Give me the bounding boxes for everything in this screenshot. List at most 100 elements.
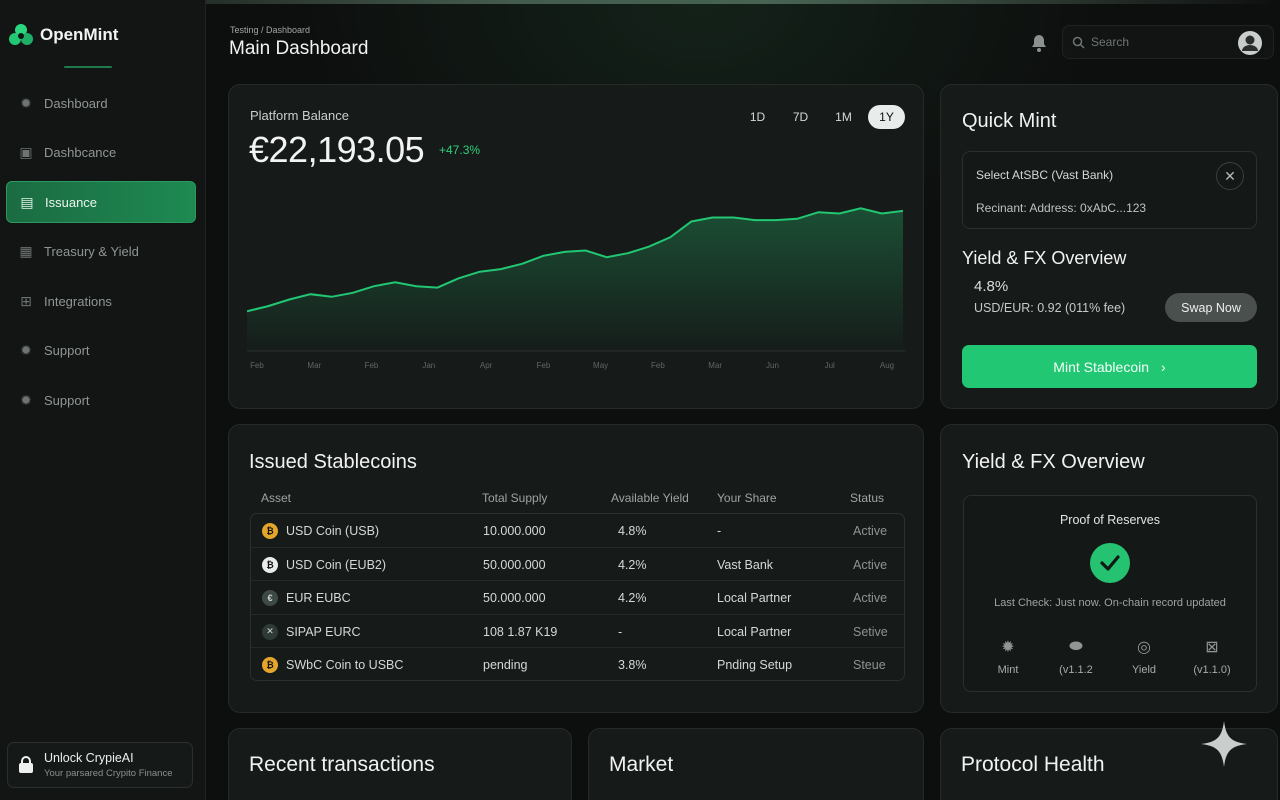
search-input[interactable] bbox=[1091, 35, 1231, 49]
range-7d[interactable]: 7D bbox=[792, 110, 809, 124]
issued-stablecoins-card: Issued Stablecoins Asset Total Supply Av… bbox=[228, 424, 924, 713]
cell-asset: EUR EUBC bbox=[286, 591, 351, 606]
issued-title: Issued Stablecoins bbox=[249, 451, 417, 473]
coin-icon: ₿ bbox=[262, 556, 278, 573]
balance-chart: Feb Mar Feb Jan Apr Feb May Feb Mar Jun Jul Aug bbox=[247, 207, 905, 370]
cell-supply: 108 1.87 K19 bbox=[483, 624, 558, 639]
proof-item-label: Mint bbox=[997, 664, 1019, 676]
mint-leaf-icon bbox=[9, 24, 33, 45]
proof-item-version-112[interactable]: ⬬ (v1.1.2 bbox=[1046, 636, 1106, 676]
unlock-ai-card[interactable]: Unlock CrypieAI Your parsared Crypito Fi… bbox=[7, 742, 193, 788]
table-row[interactable]: € EUR EUBC 50.000.000 4.2% Local Partner… bbox=[251, 581, 904, 615]
x-tick-label: Mar bbox=[307, 361, 321, 370]
x-tick-label: Feb bbox=[365, 361, 379, 370]
table-row[interactable]: ₿ USD Coin (EUB2) 50.000.000 4.2% Vast B… bbox=[251, 548, 904, 582]
sidebar-item-label: Integrations bbox=[44, 293, 112, 309]
yield-rate: 4.8% bbox=[974, 278, 1009, 295]
close-icon[interactable]: ✕ bbox=[1216, 162, 1244, 190]
cell-supply: 50.000.000 bbox=[483, 591, 546, 606]
sidebar-item-integrations[interactable]: ⊞ Integrations bbox=[6, 280, 196, 322]
range-selector: 1D 7D 1M 1Y bbox=[739, 105, 905, 129]
coin-icon: ₿ bbox=[262, 523, 278, 539]
sidebar-item-treasury[interactable]: ▦ Treasury & Yield bbox=[6, 231, 196, 273]
coin-icon: ⬬ bbox=[1069, 638, 1083, 655]
protocol-health-title: Protocol Health bbox=[961, 753, 1105, 776]
plug-icon: ⊞ bbox=[20, 292, 32, 309]
x-tick-label: Jan bbox=[422, 361, 435, 370]
cell-supply: pending bbox=[483, 658, 528, 673]
sidebar-nav: ✹ Dashboard ▣ Dashbcance ▤ Issuance ▦ Tr… bbox=[6, 82, 196, 429]
table-row[interactable]: ₿ USD Coin (USB) 10.000.000 4.8% - Activ… bbox=[251, 514, 904, 548]
stablecoin-table: ₿ USD Coin (USB) 10.000.000 4.8% - Activ… bbox=[250, 513, 905, 681]
app-name: OpenMint bbox=[40, 25, 119, 44]
coin-icon: ✕ bbox=[262, 623, 278, 640]
gear-icon: ✹ bbox=[1001, 639, 1015, 656]
cell-yield: - bbox=[618, 624, 623, 639]
recent-transactions-title: Recent transactions bbox=[249, 753, 435, 776]
sidebar-item-dashboard[interactable]: ✹ Dashboard bbox=[6, 82, 196, 124]
proof-item-mint[interactable]: ✹ Mint bbox=[978, 636, 1038, 676]
target-icon: ◎ bbox=[1137, 639, 1151, 656]
cell-status: Active bbox=[853, 591, 888, 606]
cell-asset: SWbC Coin to USBC bbox=[286, 658, 404, 673]
top-glow bbox=[0, 0, 1280, 4]
sparkle-icon[interactable] bbox=[1199, 719, 1249, 769]
logo-underline bbox=[64, 66, 112, 68]
balance-label: Platform Balance bbox=[250, 108, 349, 123]
mint-stablecoin-button[interactable]: Mint Stablecoin › bbox=[962, 345, 1257, 388]
logo[interactable]: OpenMint bbox=[8, 22, 118, 48]
proof-item-version-110[interactable]: ⊠ (v1.1.0) bbox=[1182, 636, 1242, 676]
select-label: Select AtSBC (Vast Bank) bbox=[976, 168, 1114, 182]
proof-item-yield[interactable]: ◎ Yield bbox=[1114, 636, 1174, 676]
sidebar-item-label: Support bbox=[44, 343, 90, 358]
sidebar-item-support-2[interactable]: ✹ Support bbox=[6, 379, 196, 421]
range-1m[interactable]: 1M bbox=[835, 110, 852, 124]
gear-icon: ✹ bbox=[20, 94, 32, 111]
sidebar-item-dashbcance[interactable]: ▣ Dashbcance bbox=[6, 132, 196, 174]
sidebar-item-label: Support bbox=[44, 392, 90, 408]
proof-of-reserves: Proof of Reserves Last Check: Just now. … bbox=[963, 495, 1257, 692]
grid-icon: ⊠ bbox=[1205, 639, 1219, 656]
chevron-right-icon: › bbox=[1161, 358, 1166, 375]
cell-status: Active bbox=[853, 557, 888, 572]
proof-item-label: Yield bbox=[1131, 664, 1157, 676]
balance-change: +47.3% bbox=[439, 143, 481, 157]
cell-share: - bbox=[717, 524, 722, 538]
cell-asset: USD Coin (EUB2) bbox=[286, 557, 387, 572]
quick-mint-title: Quick Mint bbox=[962, 110, 1057, 132]
last-check-text: Last Check: Just now. On-chain record up… bbox=[994, 597, 1226, 609]
cell-status: Active bbox=[853, 524, 888, 538]
cell-yield: 4.2% bbox=[618, 557, 647, 572]
recent-transactions-card: Recent transactions bbox=[228, 728, 572, 800]
cell-yield: 4.2% bbox=[618, 591, 647, 606]
cell-status: Steue bbox=[853, 658, 886, 673]
x-tick-label: Mar bbox=[708, 361, 722, 370]
table-row[interactable]: ₿ SWbC Coin to USBC pending 3.8% Pnding … bbox=[251, 648, 904, 680]
sidebar-item-support[interactable]: ✹ Support bbox=[6, 330, 196, 372]
x-tick-label: Feb bbox=[537, 361, 551, 370]
table-row[interactable]: ✕ SIPAP EURC 108 1.87 K19 - Local Partne… bbox=[251, 615, 904, 649]
cell-supply: 50.000.000 bbox=[483, 557, 546, 572]
x-tick-label: Aug bbox=[880, 361, 894, 370]
cell-yield: 3.8% bbox=[618, 658, 647, 673]
sidebar-item-label: Dashbcance bbox=[44, 145, 117, 160]
range-1d[interactable]: 1D bbox=[749, 110, 766, 124]
gear-icon: ✹ bbox=[20, 391, 32, 408]
cell-yield: 4.8% bbox=[618, 524, 647, 538]
fx-rate: USD/EUR: 0.92 (011% fee) bbox=[974, 301, 1126, 315]
search-bar[interactable] bbox=[1062, 25, 1274, 59]
sidebar-item-issuance[interactable]: ▤ Issuance bbox=[6, 181, 196, 223]
avatar[interactable] bbox=[1237, 30, 1263, 56]
gear-icon: ✹ bbox=[20, 342, 32, 358]
mint-button-label: Mint Stablecoin bbox=[1053, 358, 1150, 375]
check-icon bbox=[1090, 543, 1130, 583]
platform-balance-card: Platform Balance €22,193.05 +47.3% 1D 7D… bbox=[228, 84, 924, 409]
asset-select[interactable]: Select AtSBC (Vast Bank) Recinant: Addre… bbox=[962, 151, 1257, 229]
proof-actions: ✹ Mint ⬬ (v1.1.2 ◎ Yield ⊠ (v1.1.0) bbox=[974, 636, 1246, 676]
quick-mint-card: Quick Mint Select AtSBC (Vast Bank) Reci… bbox=[940, 84, 1278, 409]
col-available-yield: Available Yield bbox=[611, 491, 689, 505]
swap-now-button[interactable]: Swap Now bbox=[1165, 293, 1257, 322]
notification-bell-icon[interactable] bbox=[1030, 33, 1048, 58]
col-status: Status bbox=[850, 491, 885, 505]
range-1y[interactable]: 1Y bbox=[868, 105, 905, 129]
